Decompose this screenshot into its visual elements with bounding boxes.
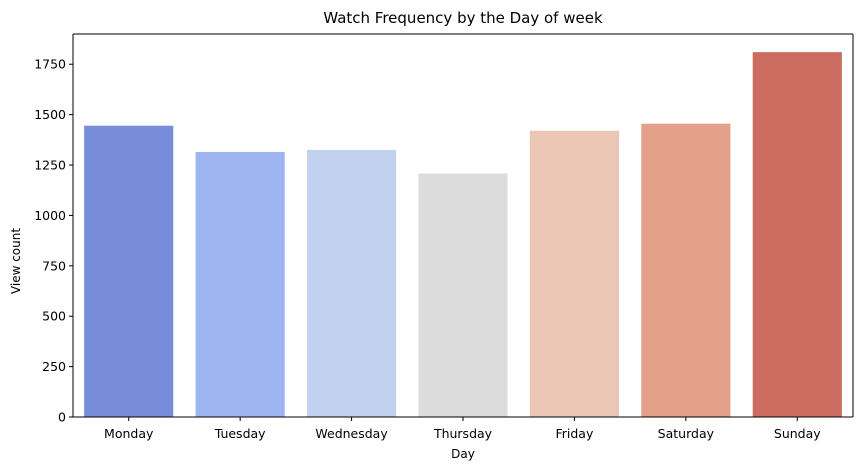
y-tick-label: 1250	[34, 158, 66, 173]
x-tick-label: Friday	[555, 426, 593, 441]
bar-sunday	[752, 52, 842, 418]
x-axis: Monday Tuesday Wednesday Thursday Friday Satu…	[104, 417, 821, 441]
y-tick-label: 1000	[34, 208, 66, 223]
x-tick-label: Wednesday	[315, 426, 388, 441]
x-tick-label: Thursday	[433, 426, 493, 441]
y-tick-label: 500	[42, 309, 66, 324]
bar-tuesday	[195, 151, 285, 417]
x-axis-label: Day	[451, 447, 475, 461]
bar-friday	[529, 130, 619, 418]
y-tick-label: 1750	[34, 57, 66, 72]
bar-thursday	[418, 173, 508, 417]
bar-monday	[84, 125, 174, 418]
y-axis: 0 250 500 750 1000 1250 1500 1750	[34, 57, 73, 425]
y-tick-label: 1500	[34, 107, 66, 122]
chart-title: Watch Frequency by the Day of week	[323, 9, 603, 27]
y-tick-label: 750	[42, 258, 66, 273]
y-tick-label: 250	[42, 359, 66, 374]
x-tick-label: Monday	[104, 426, 154, 441]
x-tick-label: Tuesday	[214, 426, 266, 441]
bar-saturday	[641, 123, 731, 417]
x-tick-label: Sunday	[774, 426, 821, 441]
y-tick-label: 0	[58, 410, 66, 425]
bars-group	[84, 52, 842, 418]
x-tick-label: Saturday	[658, 426, 715, 441]
y-axis-label: View count	[9, 228, 23, 294]
bar-wednesday	[307, 149, 397, 417]
